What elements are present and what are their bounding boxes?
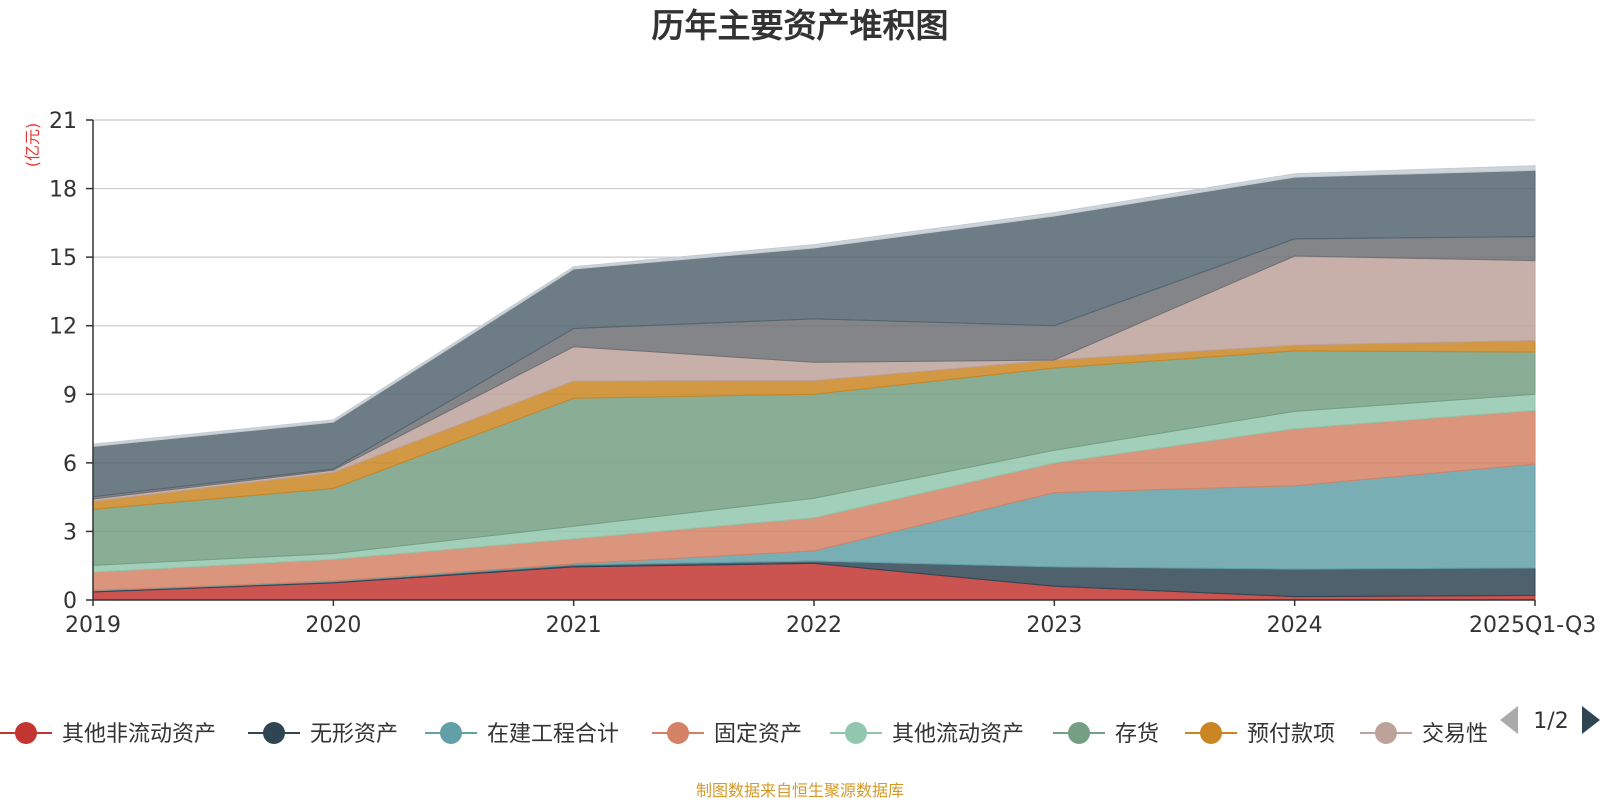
legend-label: 交易性 <box>1422 722 1488 747</box>
y-tick-label: 3 <box>63 520 77 545</box>
y-tick-label: 9 <box>63 383 77 408</box>
legend-label: 其他流动资产 <box>892 722 1024 747</box>
chart-title: 历年主要资产堆积图 <box>652 6 949 45</box>
legend-next-icon[interactable] <box>1582 706 1600 734</box>
y-axis-unit: (亿元) <box>23 123 42 168</box>
x-tick-label: 2025Q1-Q3 <box>1469 613 1596 638</box>
x-tick-label: 2022 <box>786 613 842 638</box>
data-source-note: 制图数据来自恒生聚源数据库 <box>696 781 904 800</box>
legend-marker-icon <box>845 722 867 744</box>
y-tick-label: 21 <box>49 109 77 134</box>
legend-label: 存货 <box>1115 722 1159 747</box>
legend-item[interactable]: 存货 <box>1053 722 1159 747</box>
area-series <box>92 165 1536 601</box>
legend-marker-icon <box>1375 722 1397 744</box>
legend-label: 在建工程合计 <box>487 722 619 747</box>
legend: 其他非流动资产 无形资产 在建工程合计 固定资产 其他流动资产 存货 预付款项 交易性 <box>0 722 1488 747</box>
y-tick-label: 18 <box>49 178 77 203</box>
x-axis-ticks: 2019 2020 2021 2022 2023 2024 2025Q1-Q3 <box>65 600 1596 638</box>
y-tick-label: 12 <box>49 315 77 340</box>
legend-prev-icon[interactable] <box>1500 706 1518 734</box>
x-tick-label: 2021 <box>546 613 602 638</box>
legend-item[interactable]: 无形资产 <box>248 722 398 747</box>
y-tick-label: 6 <box>63 452 77 477</box>
legend-marker-icon <box>440 722 462 744</box>
legend-item[interactable]: 固定资产 <box>652 722 802 747</box>
x-tick-label: 2020 <box>305 613 361 638</box>
y-tick-label: 15 <box>49 246 77 271</box>
y-tick-label: 0 <box>63 589 77 614</box>
legend-marker-icon <box>263 722 285 744</box>
y-axis-ticks: 0 3 6 9 12 15 18 21 <box>49 109 93 614</box>
x-tick-label: 2019 <box>65 613 121 638</box>
legend-item[interactable]: 其他非流动资产 <box>0 722 216 747</box>
legend-marker-icon <box>15 722 37 744</box>
legend-marker-icon <box>1200 722 1222 744</box>
legend-item[interactable]: 交易性 <box>1360 722 1488 747</box>
x-tick-label: 2023 <box>1026 613 1082 638</box>
legend-label: 其他非流动资产 <box>62 722 216 747</box>
area-其他[interactable] <box>92 165 1536 447</box>
x-tick-label: 2024 <box>1267 613 1323 638</box>
legend-label: 无形资产 <box>310 722 398 747</box>
legend-marker-icon <box>667 722 689 744</box>
legend-item[interactable]: 在建工程合计 <box>425 722 619 747</box>
legend-page-indicator: 1/2 <box>1533 709 1568 734</box>
legend-item[interactable]: 预付款项 <box>1185 722 1335 747</box>
legend-marker-icon <box>1068 722 1090 744</box>
legend-pager: 1/2 <box>1500 706 1600 734</box>
legend-label: 固定资产 <box>714 722 802 747</box>
legend-item[interactable]: 其他流动资产 <box>830 722 1024 747</box>
legend-label: 预付款项 <box>1247 722 1335 747</box>
